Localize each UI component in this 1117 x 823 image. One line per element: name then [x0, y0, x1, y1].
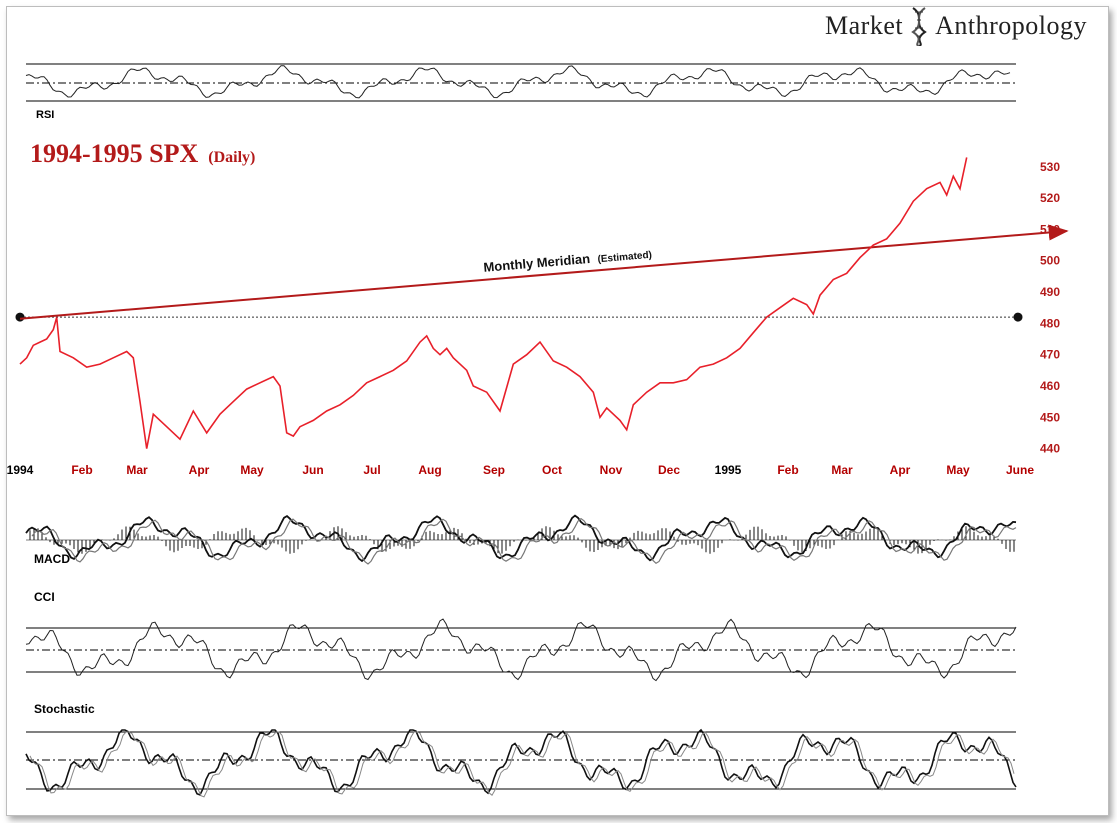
y-tick-label: 480 — [1040, 316, 1060, 330]
logo-word-market: Market — [825, 11, 904, 40]
macd-label: MACD — [34, 552, 70, 566]
x-tick-label: Feb — [71, 463, 92, 477]
cci-panel: CCI — [25, 590, 1017, 682]
y-tick-label: 460 — [1040, 379, 1060, 393]
stochastic-panel: Stochastic — [25, 702, 1017, 798]
stochastic-d-line — [29, 731, 1015, 798]
price-panel: 440 450 460 470 480 490 500 510 520 530 Monthly M… — [7, 157, 1069, 477]
y-tick-label: 500 — [1040, 254, 1060, 268]
y-tick-label: 510 — [1040, 222, 1060, 236]
cci-label: CCI — [34, 590, 55, 604]
x-tick-label: Nov — [600, 463, 623, 477]
spx-price-line — [19, 157, 968, 449]
x-tick-label: Jun — [302, 463, 323, 477]
x-tick-label: June — [1006, 463, 1034, 477]
rsi-line — [25, 65, 1011, 99]
x-tick-label: 1995 — [715, 463, 742, 477]
stochastic-k-line — [25, 728, 1017, 796]
x-tick-label: Feb — [777, 463, 798, 477]
cci-line — [25, 618, 1017, 682]
x-axis: 1994 Feb Mar Apr May Jun Jul Aug Sep Oct Nov Dec 199… — [7, 463, 1035, 477]
y-axis: 440 450 460 470 480 490 500 510 520 530 — [1040, 160, 1060, 456]
meridian-label-sub: (Estimated) — [597, 250, 652, 266]
x-tick-label: May — [946, 463, 970, 477]
y-tick-label: 440 — [1040, 442, 1060, 456]
chart-frame — [6, 6, 1109, 816]
reference-left-marker — [15, 312, 25, 322]
reference-right-marker — [1013, 312, 1023, 322]
x-tick-label: Sep — [483, 463, 505, 477]
rsi-label: RSI — [36, 109, 54, 121]
x-tick-label: Jul — [363, 463, 380, 477]
chart-title-text: 1994-1995 SPX — [30, 139, 199, 168]
x-tick-label: Aug — [418, 463, 441, 477]
y-tick-label: 520 — [1040, 191, 1060, 205]
rsi-panel: RSI — [25, 63, 1016, 121]
chart-title: 1994-1995 SPX (Daily) — [30, 139, 255, 168]
brand-logo: Market Anthropology — [825, 7, 1087, 46]
x-tick-label: Oct — [542, 463, 562, 477]
dna-icon — [911, 7, 927, 46]
y-tick-label: 470 — [1040, 348, 1060, 362]
x-tick-label: Mar — [126, 463, 148, 477]
chart-subtitle-text: (Daily) — [208, 149, 255, 166]
logo-word-anthropology: Anthropology — [935, 11, 1087, 40]
macd-line — [25, 514, 1017, 563]
y-tick-label: 450 — [1040, 410, 1060, 424]
x-tick-label: May — [240, 463, 264, 477]
y-tick-label: 530 — [1040, 160, 1060, 174]
monthly-meridian-line — [19, 224, 1069, 320]
x-tick-label: Apr — [890, 463, 911, 477]
meridian-label: Monthly Meridian (Estimated) — [483, 245, 653, 276]
x-tick-label: 1994 — [7, 463, 34, 477]
x-tick-label: Apr — [189, 463, 210, 477]
stochastic-label: Stochastic — [34, 702, 95, 716]
macd-panel: MACD — [25, 514, 1017, 566]
y-tick-label: 490 — [1040, 285, 1060, 299]
x-tick-label: Dec — [658, 463, 680, 477]
x-tick-label: Mar — [831, 463, 853, 477]
macd-signal-line — [31, 517, 1017, 565]
